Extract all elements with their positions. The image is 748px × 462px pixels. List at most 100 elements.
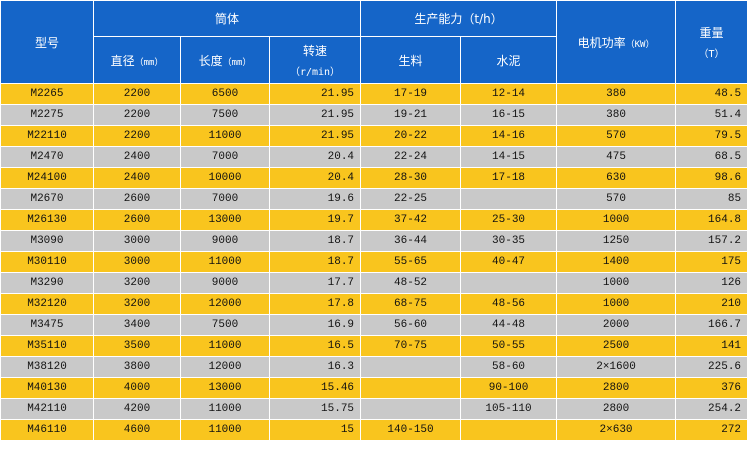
cell-cement: 58-60 <box>460 356 558 378</box>
cell-model: M42110 <box>0 398 94 420</box>
cell-weight: 51.4 <box>675 104 748 126</box>
cell-speed: 15.75 <box>268 398 362 420</box>
cell-diameter: 4600 <box>93 419 181 441</box>
cell-raw: 20-22 <box>360 125 462 147</box>
cell-model: M3290 <box>0 272 94 294</box>
table-body: M2265 2200 6500 21.95 17-19 12-14 380 48.5 M2275… <box>0 83 748 441</box>
cell-model: M35110 <box>0 335 94 357</box>
cell-length: 9000 <box>180 230 270 252</box>
cell-weight: 79.5 <box>675 125 748 147</box>
cell-model: M38120 <box>0 356 94 378</box>
cell-raw <box>360 398 462 420</box>
cell-weight: 48.5 <box>675 83 748 105</box>
cell-power: 2×1600 <box>556 356 677 378</box>
cell-power: 570 <box>556 125 677 147</box>
table-row: M38120 3800 12000 16.3 58-60 2×1600 225.6 <box>0 356 748 378</box>
cell-power: 2800 <box>556 398 677 420</box>
cell-raw: 28-30 <box>360 167 462 189</box>
cell-power: 1000 <box>556 293 677 315</box>
table-header: 型号 筒体 生产能力（t/h） 电机功率（KW） 重量 （T） 直径（mm） 长度… <box>0 0 748 84</box>
cell-weight: 210 <box>675 293 748 315</box>
cell-length: 13000 <box>180 209 270 231</box>
cell-power: 1000 <box>556 209 677 231</box>
cell-model: M40130 <box>0 377 94 399</box>
cell-weight: 166.7 <box>675 314 748 336</box>
table-row: M22110 2200 11000 21.95 20-22 14-16 570 79.5 <box>0 125 748 147</box>
cell-weight: 157.2 <box>675 230 748 252</box>
cell-raw: 56-60 <box>360 314 462 336</box>
table-row: M3475 3400 7500 16.9 56-60 44-48 2000 166.7 <box>0 314 748 336</box>
cell-speed: 19.6 <box>268 188 362 210</box>
cell-cement <box>460 419 558 441</box>
header-capacity: 生产能力（t/h） <box>360 0 558 37</box>
cell-model: M3090 <box>0 230 94 252</box>
cell-raw: 22-25 <box>360 188 462 210</box>
cell-length: 7000 <box>180 188 270 210</box>
cell-diameter: 3200 <box>93 272 181 294</box>
cell-length: 12000 <box>180 356 270 378</box>
cell-weight: 164.8 <box>675 209 748 231</box>
table-row: M3290 3200 9000 17.7 48-52 1000 126 <box>0 272 748 294</box>
cell-cement: 48-56 <box>460 293 558 315</box>
cell-cement: 14-15 <box>460 146 558 168</box>
header-raw-material: 生料 <box>360 36 462 84</box>
cell-diameter: 2200 <box>93 83 181 105</box>
cell-model: M3475 <box>0 314 94 336</box>
cell-weight: 272 <box>675 419 748 441</box>
cell-speed: 15.46 <box>268 377 362 399</box>
cell-raw: 37-42 <box>360 209 462 231</box>
cell-speed: 20.4 <box>268 146 362 168</box>
cell-weight: 376 <box>675 377 748 399</box>
cell-raw: 68-75 <box>360 293 462 315</box>
cell-length: 9000 <box>180 272 270 294</box>
cell-speed: 16.3 <box>268 356 362 378</box>
table-row: M3090 3000 9000 18.7 36-44 30-35 1250 157.2 <box>0 230 748 252</box>
cell-length: 11000 <box>180 335 270 357</box>
cell-length: 11000 <box>180 251 270 273</box>
cell-power: 1400 <box>556 251 677 273</box>
cell-speed: 18.7 <box>268 251 362 273</box>
cell-diameter: 3000 <box>93 230 181 252</box>
cell-power: 2×630 <box>556 419 677 441</box>
cell-raw: 19-21 <box>360 104 462 126</box>
cell-speed: 21.95 <box>268 104 362 126</box>
cell-cement <box>460 188 558 210</box>
header-cement: 水泥 <box>460 36 558 84</box>
cell-power: 630 <box>556 167 677 189</box>
table-row: M2470 2400 7000 20.4 22-24 14-15 475 68.5 <box>0 146 748 168</box>
cell-length: 10000 <box>180 167 270 189</box>
cell-diameter: 3000 <box>93 251 181 273</box>
cell-weight: 98.6 <box>675 167 748 189</box>
cell-model: M22110 <box>0 125 94 147</box>
cell-model: M24100 <box>0 167 94 189</box>
cell-cement: 90-100 <box>460 377 558 399</box>
header-diameter: 直径（mm） <box>93 36 181 84</box>
cell-power: 1250 <box>556 230 677 252</box>
cell-power: 380 <box>556 104 677 126</box>
cell-model: M2275 <box>0 104 94 126</box>
cell-weight: 175 <box>675 251 748 273</box>
table-row: M2265 2200 6500 21.95 17-19 12-14 380 48.5 <box>0 83 748 105</box>
cell-model: M2265 <box>0 83 94 105</box>
cell-power: 475 <box>556 146 677 168</box>
cell-model: M2470 <box>0 146 94 168</box>
cell-weight: 126 <box>675 272 748 294</box>
cell-speed: 17.7 <box>268 272 362 294</box>
cell-model: M26130 <box>0 209 94 231</box>
cell-cement: 44-48 <box>460 314 558 336</box>
cell-length: 11000 <box>180 419 270 441</box>
cell-speed: 16.9 <box>268 314 362 336</box>
table-row: M32120 3200 12000 17.8 68-75 48-56 1000 210 <box>0 293 748 315</box>
cell-diameter: 4000 <box>93 377 181 399</box>
cell-length: 6500 <box>180 83 270 105</box>
cell-cement: 12-14 <box>460 83 558 105</box>
cell-cement <box>460 272 558 294</box>
cell-power: 380 <box>556 83 677 105</box>
header-motor-power: 电机功率（KW） <box>556 0 677 84</box>
cell-raw: 55-65 <box>360 251 462 273</box>
table-row: M26130 2600 13000 19.7 37-42 25-30 1000 164.8 <box>0 209 748 231</box>
table-row: M42110 4200 11000 15.75 105-110 2800 254.2 <box>0 398 748 420</box>
cell-length: 11000 <box>180 125 270 147</box>
cell-diameter: 2600 <box>93 209 181 231</box>
table-row: M35110 3500 11000 16.5 70-75 50-55 2500 141 <box>0 335 748 357</box>
